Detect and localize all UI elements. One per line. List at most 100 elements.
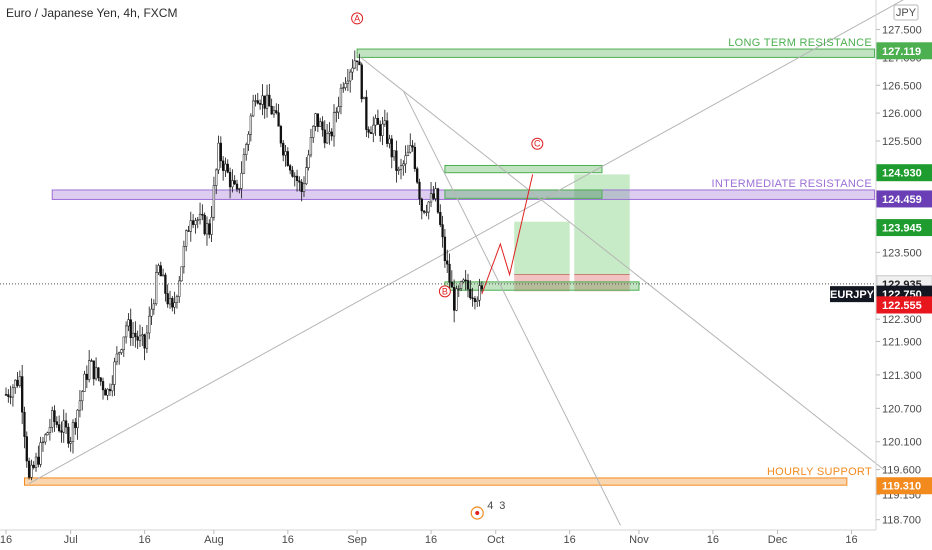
candle-body <box>420 198 423 212</box>
candle-body <box>379 124 382 136</box>
candle-body <box>247 133 250 145</box>
candle-body <box>64 420 68 428</box>
candle-body <box>196 219 199 221</box>
candle-body <box>164 274 167 294</box>
candle-body <box>85 373 88 380</box>
x-tick-label: 16 <box>707 534 719 546</box>
candle-body <box>298 180 301 183</box>
event-count-b: 3 <box>499 500 505 512</box>
price-axis[interactable]: 127.500127.000126.500126.000125.500125.0… <box>830 0 932 530</box>
candle-body <box>335 111 338 114</box>
candle-body <box>388 138 391 144</box>
candle-body <box>390 138 393 158</box>
candle-body <box>210 216 213 235</box>
candle-body <box>217 142 220 171</box>
candle-body <box>305 167 308 185</box>
candle-body <box>27 460 31 478</box>
y-tick-label: 122.300 <box>882 314 922 326</box>
candle-body <box>476 299 479 302</box>
candle-body <box>258 103 262 105</box>
candle-body <box>344 83 347 88</box>
candle-body <box>83 373 86 392</box>
candle-body <box>120 349 123 353</box>
candle-body <box>106 388 109 396</box>
candle-body <box>441 224 444 238</box>
candle-body <box>228 171 232 188</box>
candle-body <box>185 230 188 247</box>
candle-body <box>249 115 253 135</box>
candle-body <box>293 175 296 178</box>
candle-body <box>367 129 370 133</box>
candle-body <box>466 280 470 290</box>
candle-body <box>99 377 102 382</box>
candle-body <box>57 424 61 432</box>
candle-body <box>434 188 437 199</box>
candle-body <box>238 188 241 190</box>
candle-body <box>203 214 206 235</box>
candle-body <box>436 188 440 213</box>
candle-body <box>224 163 227 171</box>
event-count-a: 4 <box>487 500 493 512</box>
candle-body <box>88 360 91 380</box>
x-tick-label: Sep <box>347 534 367 546</box>
time-axis[interactable]: 16 Jul 16 Aug 16 Sep 16 Oct 16 Nov 16 Dec 16 <box>0 529 876 546</box>
candle-body <box>381 123 384 136</box>
candle-body <box>425 211 428 214</box>
x-tick-label: 16 <box>282 534 294 546</box>
candle-body <box>282 142 285 156</box>
candle-body <box>478 285 481 301</box>
candle-body <box>448 263 451 283</box>
candle-body <box>51 410 54 428</box>
candle-body <box>32 464 35 468</box>
candles-layer <box>4 50 484 481</box>
price-label-value: 123.945 <box>882 223 922 235</box>
candle-body <box>159 265 162 277</box>
candle-body <box>319 121 322 127</box>
candle-body <box>136 336 139 341</box>
candle-body <box>450 281 453 288</box>
wave-label: B <box>442 286 448 296</box>
candle-body <box>471 297 474 299</box>
currency-badge[interactable]: JPY <box>893 4 919 21</box>
candle-body <box>355 60 359 63</box>
candle-body <box>94 367 98 380</box>
projection-path <box>481 174 534 295</box>
candle-body <box>422 210 426 213</box>
y-tick-label: 121.900 <box>882 336 922 348</box>
candle-body <box>178 280 181 297</box>
candle-body <box>53 410 56 422</box>
candle-body <box>46 432 49 436</box>
candle-body <box>300 181 303 193</box>
wave-label: A <box>354 13 360 23</box>
candle-body <box>480 285 484 290</box>
candle-body <box>369 132 373 134</box>
candle-body <box>71 422 75 442</box>
candle-body <box>231 180 234 188</box>
candle-body <box>171 298 174 308</box>
candle-body <box>372 124 375 134</box>
candle-body <box>23 411 26 437</box>
trendlines-layer <box>0 0 904 526</box>
candle-body <box>74 422 77 428</box>
price-label-value: 122.555 <box>882 300 922 312</box>
candle-body <box>252 100 255 117</box>
candle-body <box>291 169 294 177</box>
y-tick-label: 127.500 <box>882 25 922 37</box>
candle-body <box>201 213 204 216</box>
candle-body <box>221 160 225 171</box>
candle-body <box>145 332 149 349</box>
candle-body <box>302 183 306 193</box>
trendline <box>356 54 885 470</box>
candle-body <box>427 201 430 213</box>
candle-body <box>457 288 460 290</box>
candle-body <box>268 94 271 107</box>
candle-body <box>124 325 128 338</box>
position-stop-zone <box>514 274 570 292</box>
candle-body <box>180 266 183 282</box>
symbol-tag-box <box>830 286 874 303</box>
price-label-box <box>876 42 932 60</box>
candle-body <box>328 131 331 134</box>
candle-body <box>413 146 417 169</box>
candle-body <box>265 94 269 109</box>
